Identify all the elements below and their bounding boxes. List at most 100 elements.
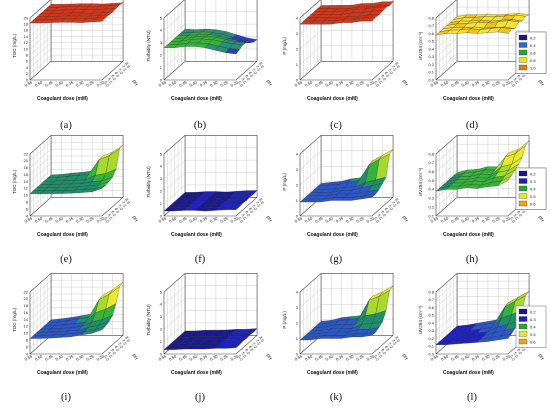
legend-swatch [518, 170, 528, 177]
z-tick-label: 20 [24, 15, 29, 20]
legend-swatch [518, 178, 528, 184]
z-tick-label: 1 [160, 339, 163, 344]
y-axis-label: P (mg/L) [282, 311, 287, 329]
ph-tick-label: 5.0 [373, 80, 380, 88]
ph-tick-label: 7.0 [251, 68, 258, 76]
z-tick-label: 0.2 [428, 204, 434, 209]
ph-tick-label: 5.0 [103, 216, 110, 224]
x-axis-label: Coagulant dose (mM) [443, 96, 494, 102]
x-axis-label: Coagulant dose (mM) [307, 232, 358, 238]
x-tick-label: 0.40 [189, 215, 199, 223]
ph-tick-label: 7.0 [117, 342, 124, 350]
z-tick-label: 10 [24, 193, 29, 198]
ph-tick-label: 7.5 [255, 65, 262, 73]
z-tick-label: 8 [26, 200, 29, 205]
panel-j: 0 1 2 3 4 5 0.55 0.50 0.45 0.40 0.35 0.30 0.25 0.205.… [146, 272, 273, 403]
z-tick-label: 2 [296, 46, 299, 51]
x-tick-label: 0.40 [325, 353, 335, 361]
x-tick-label: 0.55 [24, 215, 34, 223]
surface-cell [91, 17, 106, 23]
axis-frame [371, 335, 394, 355]
legend-label: 0.6 [530, 50, 536, 55]
ph-tick-label: 6.0 [516, 348, 523, 356]
ph-tick-label: 7.0 [387, 204, 394, 212]
x-tick-label: 0.50 [34, 215, 44, 223]
z-tick-label: 2 [160, 189, 163, 194]
ph-tick-label: 6.0 [516, 74, 523, 82]
ph-tick-label: 7.5 [121, 65, 128, 73]
surface-cell [361, 17, 376, 22]
axis-frame [371, 61, 394, 81]
x-tick-label: 0.20 [96, 353, 106, 361]
x-tick-label: 0.25 [219, 353, 229, 361]
panel-label: (c) [330, 120, 342, 131]
z-tick-label: 12 [24, 40, 29, 45]
z-tick-label: 6 [26, 344, 29, 349]
z-tick-label: 1 [296, 198, 299, 203]
legend-swatch [518, 331, 528, 337]
x-tick-label: 0.25 [219, 79, 229, 87]
x-tick-label: 0.50 [168, 79, 178, 87]
legend-label: 0.2 [530, 171, 536, 176]
z-tick-label: 20 [24, 296, 29, 301]
axis-frame [29, 273, 52, 293]
x-tick-label: 0.50 [440, 353, 450, 361]
x-tick-label: 0.35 [335, 353, 345, 361]
x-tick-label: 0.40 [189, 79, 199, 87]
x-axis-label: Coagulant dose (mM) [37, 370, 88, 376]
x-tick-label: 0.35 [65, 79, 75, 87]
x-axis-label: Coagulant dose (mM) [171, 232, 222, 238]
ph-tick-label: 7.5 [255, 339, 262, 347]
x-tick-label: 0.35 [199, 353, 209, 361]
z-tick-label: 0 [296, 213, 299, 218]
z-tick-label: 0.2 [428, 336, 434, 341]
y-axis-label: UV254 (cm⁻¹) [418, 305, 423, 334]
z-tick-label: 4 [26, 65, 29, 70]
x-tick-label: 0.35 [471, 215, 481, 223]
x-tick-label: 0.55 [24, 79, 34, 87]
x-tick-label: 0.25 [355, 79, 365, 87]
z-tick-label: 2 [160, 53, 163, 58]
x-tick-label: 0.20 [230, 79, 240, 87]
y-axis-label: Turbidity (NTU) [146, 166, 151, 198]
y-axis-label: TOC (mg/L) [12, 169, 17, 194]
panel-l: 0.00.10.20.30.40.50.60.70.80.55 0.50 0.45 0… [418, 272, 547, 403]
z-tick-label: 12 [24, 186, 29, 191]
ph-tick-label: 6.0 [516, 210, 523, 218]
ph-tick-label: 7.5 [255, 201, 262, 209]
ph-tick-label: 7.0 [117, 204, 124, 212]
z-tick-label: 0.0 [428, 77, 434, 82]
z-tick-label: 2 [160, 327, 163, 332]
z-tick-label: 12 [24, 324, 29, 329]
ph-tick-label: 7.5 [391, 339, 398, 347]
x-tick-label: 0.55 [294, 215, 304, 223]
axis-frame [29, 135, 52, 155]
z-tick-label: 3 [160, 40, 163, 45]
panel-label: (d) [466, 120, 479, 131]
ph-tick-label: 7.0 [251, 204, 258, 212]
x-tick-label: 0.25 [491, 79, 501, 87]
panel-label: (h) [466, 254, 479, 265]
x-tick-label: 0.55 [294, 353, 304, 361]
legend-label: 0.4 [530, 43, 536, 48]
ph-axis-label: pH [402, 353, 409, 361]
ph-tick-label: 6.5 [520, 207, 527, 215]
ph-tick-label: 6.5 [520, 71, 527, 79]
panel-i: 4 68 10 12 14 16 18 20 22 0.55 0.50 0.45 0.40 0.35 0.3… [12, 272, 139, 403]
y-axis-label: P (mg/L) [282, 173, 287, 191]
x-tick-label: 0.20 [230, 215, 240, 223]
axis-frame [371, 197, 394, 217]
legend-label: 0.2 [530, 309, 536, 314]
x-tick-label: 0.20 [502, 215, 512, 223]
z-tick-label: 10 [24, 331, 29, 336]
ph-axis-label: pH [538, 353, 545, 361]
ph-tick-label: 5.0 [373, 216, 380, 224]
surface-cell [91, 325, 106, 334]
x-tick-label: 0.30 [209, 79, 219, 87]
ph-axis-label: pH [266, 79, 273, 87]
z-tick-label: 3 [296, 305, 299, 310]
z-tick-label: 3 [160, 314, 163, 319]
ph-tick-label: 5.0 [509, 354, 516, 362]
ph-tick-label: 8.0 [124, 197, 131, 205]
